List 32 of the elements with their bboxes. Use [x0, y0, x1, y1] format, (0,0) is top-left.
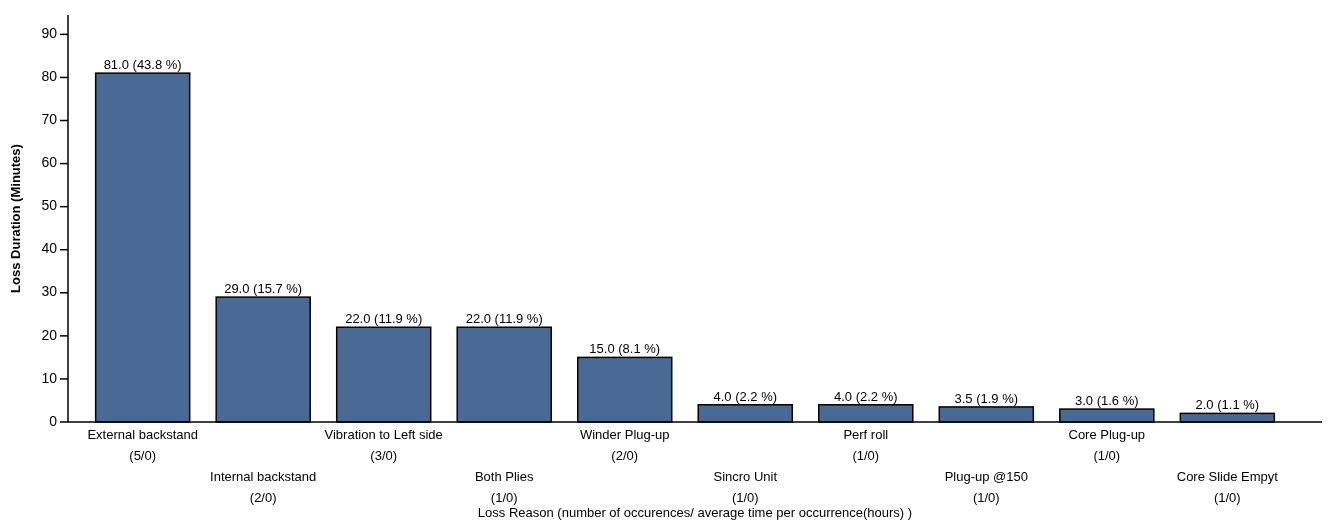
y-tick-label: 80: [41, 68, 58, 85]
y-tick-label: 0: [49, 412, 58, 429]
data-label: 22.0 (11.9 %): [345, 311, 423, 327]
x-tick-label: Plug-up @150 (1/0): [944, 469, 1028, 505]
x-tick-label: Both Plies (1/0): [474, 469, 534, 505]
data-label: 3.5 (1.9 %): [954, 390, 1019, 406]
y-tick-label: 30: [41, 283, 58, 300]
y-tick-label: 70: [41, 111, 58, 128]
y-tick-label: 90: [41, 25, 58, 42]
x-tick-label: Core Slide Empyt (1/0): [1176, 469, 1279, 505]
y-tick-label: 60: [41, 154, 58, 171]
x-tick-label: Internal backstand (2/0): [210, 469, 317, 505]
y-axis-title: Loss Duration (Minutes): [8, 144, 23, 293]
data-label: 3.0 (1.6 %): [1075, 393, 1139, 409]
data-label: 4.0 (2.2 %): [713, 388, 778, 404]
x-tick-label: Winder Plug-up (2/0): [579, 427, 670, 463]
x-tick-label: External backstand (5/0): [87, 427, 198, 463]
y-tick-label: 50: [41, 197, 58, 214]
x-tick-label: Vibration to Left side (3/0): [324, 427, 443, 463]
data-label: 81.0 (43.8 %): [103, 57, 182, 73]
data-label: 2.0 (1.1 %): [1195, 397, 1260, 413]
y-tick-label: 10: [41, 369, 58, 386]
data-label: 22.0 (11.9 %): [465, 311, 543, 327]
x-axis-title: Loss Reason (number of occurences/ average time per occurrence(hours) ): [477, 505, 913, 520]
y-tick-label: 20: [41, 326, 58, 343]
data-label: 15.0 (8.1 %): [589, 341, 661, 357]
data-label: 29.0 (15.7 %): [224, 281, 303, 297]
data-label: 4.0 (2.2 %): [833, 388, 898, 404]
x-tick-label: Perf roll (1/0): [843, 427, 889, 463]
x-tick-label: Core Plug-up (1/0): [1068, 427, 1146, 463]
x-tick-label: Sincro Unit (1/0): [713, 469, 778, 505]
y-tick-label: 40: [41, 240, 58, 257]
